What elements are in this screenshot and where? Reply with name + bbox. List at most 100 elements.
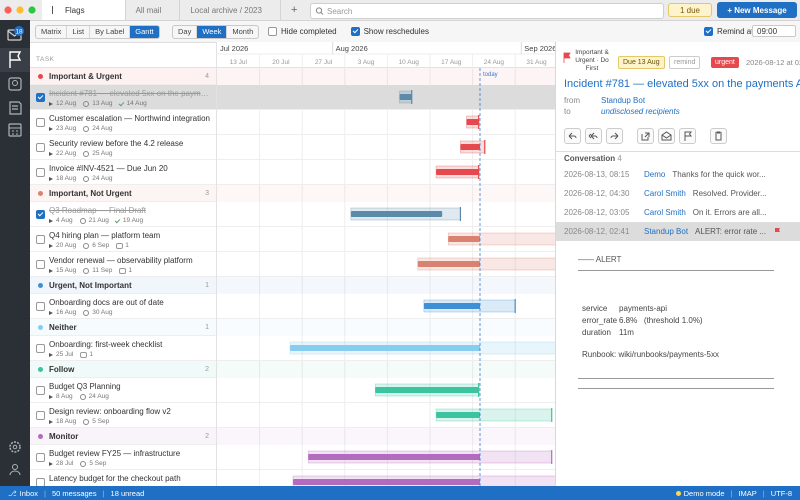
toggle-flag[interactable]	[679, 128, 696, 144]
checkbox[interactable]	[268, 27, 277, 36]
zoom[interactable]	[28, 6, 36, 14]
task-row[interactable]: Budget review FY25 — infrastructure 28 Ju…	[30, 445, 216, 470]
task-body: Customer escalation — Northwind integrat…	[49, 114, 213, 132]
range-option[interactable]: Day	[173, 26, 198, 38]
task-row[interactable]: Q3 Roadmap — Final Draft 4 Aug 21 Aug 19 Au…	[30, 202, 216, 227]
message-date: 2026-08-13, 08:15	[564, 170, 630, 179]
conversation-count: 4	[617, 154, 622, 163]
from[interactable]: Standup Bot	[601, 96, 646, 105]
message-snippet: ALERT: error rate ...	[695, 227, 767, 236]
status-protocol: IMAP	[738, 488, 757, 498]
group-count: 2	[205, 365, 209, 373]
message-date: 2026-08-12, 03:05	[564, 208, 630, 217]
flags-icon[interactable]	[9, 51, 22, 68]
group-name: Monitor	[49, 431, 79, 441]
conversation-label: Conversation	[564, 154, 616, 163]
task-checkbox[interactable]	[36, 235, 45, 244]
task-title: Design review: onboarding flow v2	[49, 407, 171, 416]
contacts-icon[interactable]	[8, 77, 22, 91]
task-title: Onboarding docs are out of date	[49, 298, 164, 307]
search-icon	[315, 7, 324, 15]
remind-checkbox[interactable]	[704, 27, 713, 36]
task-row[interactable]: Design review: onboarding flow v2 18 Aug 5…	[30, 403, 216, 428]
reply[interactable]	[564, 128, 581, 144]
forward[interactable]	[606, 128, 623, 144]
group-header: Important & Urgent 4	[30, 68, 216, 85]
open-external[interactable]	[637, 128, 654, 144]
remind-time[interactable]: 09:00	[752, 25, 796, 37]
task-bar-progress	[448, 236, 480, 242]
range-option[interactable]: Month	[232, 27, 254, 36]
meta-due: 21 Aug	[80, 217, 109, 224]
meta-due: 24 Aug	[83, 125, 112, 132]
task-row[interactable]: Onboarding docs are out of date 16 Aug 30 …	[30, 294, 216, 319]
calendar-icon[interactable]	[8, 123, 22, 137]
due-button[interactable]: 1 due	[668, 3, 712, 17]
task-header: TASK	[30, 42, 217, 68]
settings-icon[interactable]	[9, 441, 21, 453]
checkbox[interactable]	[350, 27, 360, 36]
view-option[interactable]: List	[67, 26, 91, 38]
range-option[interactable]: Week	[197, 26, 228, 38]
reply-all[interactable]	[585, 128, 602, 144]
group-dot	[38, 73, 43, 79]
task-meta: 18 Aug 5 Sep	[49, 418, 213, 425]
view-option[interactable]: Gantt	[130, 26, 159, 38]
options: Hide completed Show reschedules	[268, 27, 429, 36]
field-key: service	[582, 304, 608, 313]
task-row[interactable]: Q4 hiring plan — platform team 20 Aug 6 Se…	[30, 227, 216, 252]
task-bar-progress	[423, 303, 480, 309]
task-meta: 4 Aug 21 Aug 19 Aug	[49, 217, 213, 224]
sidebar: 18	[0, 0, 30, 486]
task-row[interactable]: Incident #781 — elevated 5xx on the paym…	[30, 85, 216, 110]
close[interactable]	[4, 6, 12, 14]
message-row[interactable]: 2026-08-12, 03:05 Carol Smith On it. Error…	[556, 203, 800, 222]
task-checkbox[interactable]	[36, 411, 45, 420]
task-row[interactable]: Budget Q3 Planning 8 Aug 24 Aug	[30, 378, 216, 403]
view-option[interactable]: By Label	[90, 26, 131, 38]
mark-read[interactable]	[658, 128, 675, 144]
group-count: 4	[205, 72, 209, 80]
task-title: Budget review FY25 — infrastructure	[49, 449, 181, 458]
task-checkbox[interactable]	[36, 143, 45, 152]
task-checkbox[interactable]	[36, 210, 45, 219]
view-option[interactable]: Matrix	[36, 26, 68, 38]
message-flag	[774, 227, 782, 236]
account-icon[interactable]	[12, 464, 18, 470]
tab[interactable]: All mail	[126, 0, 181, 20]
group-band	[217, 428, 555, 445]
task-row[interactable]: Security review before the 4.2 release 22…	[30, 135, 216, 160]
task-row[interactable]: Customer escalation — Northwind integrat…	[30, 110, 216, 135]
task-checkbox[interactable]	[36, 260, 45, 269]
option-label: Show reschedules	[363, 27, 429, 36]
delete[interactable]	[710, 128, 727, 144]
new-tab[interactable]: +	[291, 4, 298, 16]
task-checkbox[interactable]	[36, 478, 45, 486]
task-checkbox[interactable]	[36, 168, 45, 177]
notes-icon[interactable]	[9, 101, 22, 115]
task-checkbox[interactable]	[36, 386, 45, 395]
tab[interactable]: Flags	[42, 0, 126, 20]
message-row[interactable]: 2026-08-13, 08:15 Demo Thanks for the quic…	[556, 165, 800, 184]
new-message-label: + New Message	[727, 5, 787, 15]
task-row[interactable]: Latency budget for the checkout path	[30, 470, 216, 486]
task-checkbox[interactable]	[36, 302, 45, 311]
task-row[interactable]: Onboarding: first-week checklist 25 Jul 1	[30, 336, 216, 361]
task-checkbox[interactable]	[36, 118, 45, 127]
group-header: Neither 1	[30, 319, 216, 336]
task-checkbox[interactable]	[36, 344, 45, 353]
message-row[interactable]: 2026-08-12, 04:30 Carol Smith Resolved. Pr…	[556, 184, 800, 203]
task-row[interactable]: Vendor renewal — observability platform 1…	[30, 252, 216, 277]
search-box[interactable]: Search	[310, 3, 664, 19]
task-meta: 28 Jul 5 Sep	[49, 460, 213, 467]
message-row[interactable]: 2026-08-12, 02:41 Standup Bot ALERT: error…	[556, 222, 800, 241]
task-row[interactable]: Invoice #INV-4521 — Due Jun 20 18 Aug 24 A…	[30, 160, 216, 185]
task-body: Q4 hiring plan — platform team 20 Aug 6 Se…	[49, 231, 213, 249]
tab[interactable]: Local archive / 2023	[180, 0, 281, 20]
message-actions	[564, 128, 727, 144]
task-checkbox[interactable]	[36, 453, 45, 462]
new-message-button[interactable]: + New Message	[717, 2, 797, 18]
minimize[interactable]	[16, 6, 24, 14]
flag-icon[interactable]	[562, 52, 572, 64]
task-checkbox[interactable]	[36, 93, 45, 102]
